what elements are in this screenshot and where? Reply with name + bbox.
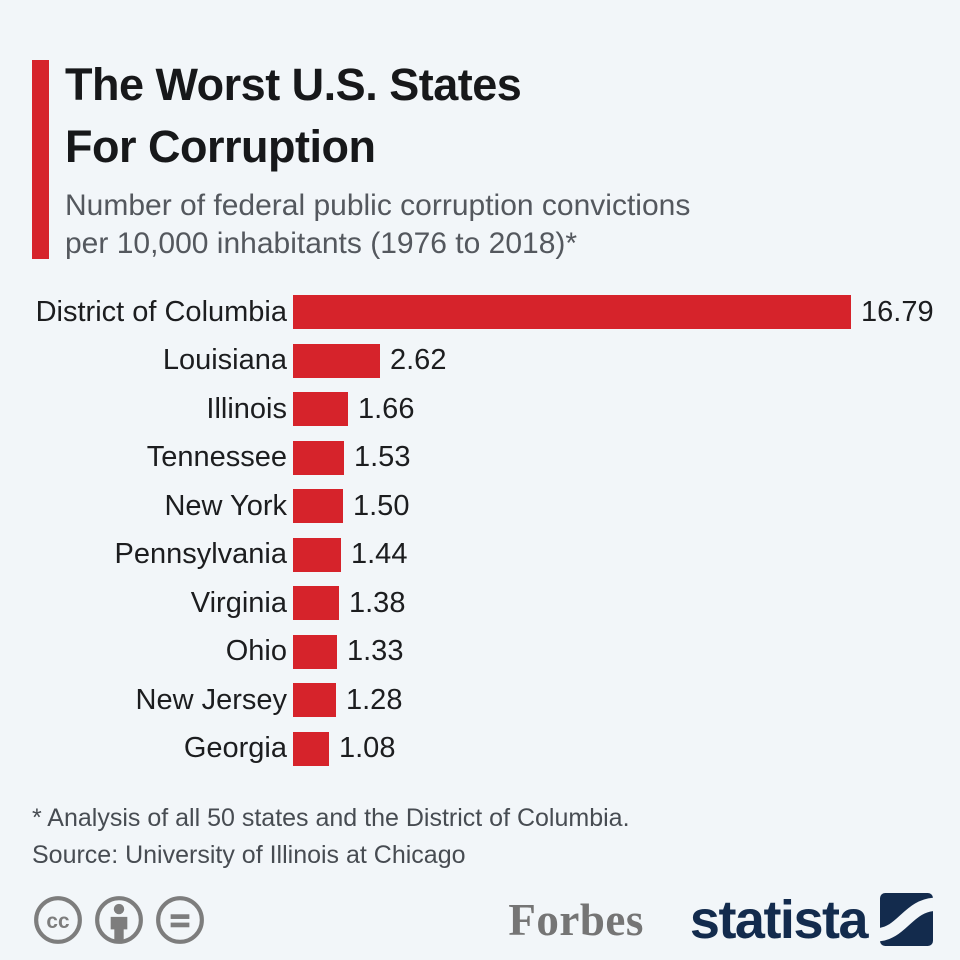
category-label: New York (164, 489, 287, 522)
value-label: 16.79 (861, 295, 934, 328)
bar (293, 537, 341, 572)
footnote: * Analysis of all 50 states and the Dist… (32, 803, 630, 832)
no-derivatives-icon (156, 895, 204, 944)
category-label: Illinois (206, 392, 287, 425)
value-label: 1.28 (346, 683, 403, 716)
statista-wordmark: statista (689, 889, 869, 950)
bar-row: Pennsylvania 1.44 (32, 537, 935, 572)
category-label: Ohio (225, 635, 287, 667)
bar-row: District of Columbia 16.79 (32, 295, 935, 329)
chart-subtitle-line1: Number of federal public corruption conv… (65, 189, 691, 222)
source-line: Source: University of Illinois at Chicag… (32, 840, 466, 869)
value-label: 1.38 (349, 586, 406, 619)
chart-subtitle: Number of federal public corruption conv… (65, 187, 690, 263)
bar (293, 440, 344, 475)
header-text: The Worst U.S. States For Corruption Num… (65, 54, 690, 263)
bar-row: Tennessee 1.53 (32, 440, 935, 475)
svg-text:cc: cc (46, 909, 69, 932)
category-label: Tennessee (146, 441, 287, 473)
bar-row: Illinois 1.66 (32, 392, 935, 426)
cc-icon: cc (34, 895, 82, 944)
category-label: New Jersey (135, 683, 288, 716)
value-label: 1.08 (339, 732, 396, 764)
bar (293, 295, 851, 329)
bar-row: New Jersey 1.28 (32, 683, 935, 717)
forbes-logo: Forbes (508, 894, 644, 945)
chart-title: The Worst U.S. States For Corruption (65, 54, 690, 178)
category-label: Pennsylvania (114, 538, 288, 570)
title-accent-bar (32, 60, 49, 259)
value-label: 2.62 (390, 344, 447, 376)
statista-logo: statista (690, 889, 933, 951)
footer: cc Forbes statista (32, 889, 935, 951)
bar (293, 634, 337, 669)
bar-row: Georgia 1.08 (32, 731, 935, 766)
bar-row: Louisiana 2.62 (32, 343, 935, 378)
bar-row: Ohio 1.33 (32, 634, 935, 669)
category-label: Louisiana (162, 344, 287, 376)
chart-subtitle-line2: per 10,000 inhabitants (1976 to 2018)* (65, 227, 578, 260)
value-label: 1.44 (351, 538, 408, 570)
brand-logos: Forbes statista (508, 889, 935, 951)
bar (293, 392, 348, 426)
bar (293, 586, 339, 620)
header: The Worst U.S. States For Corruption Num… (32, 54, 935, 263)
attribution-icon (95, 895, 143, 944)
value-label: 1.66 (358, 392, 415, 425)
license-icons: cc (32, 894, 206, 946)
value-label: 1.50 (353, 489, 410, 522)
bar (293, 343, 380, 378)
bar-row: Virginia 1.38 (32, 586, 935, 620)
bar (293, 683, 336, 717)
category-label: Virginia (190, 586, 287, 619)
chart-title-line2: For Corruption (65, 121, 376, 172)
bar (293, 731, 329, 766)
statista-logo-icon (880, 893, 933, 946)
bar (293, 489, 343, 523)
value-label: 1.53 (354, 441, 411, 473)
category-label: District of Columbia (35, 295, 287, 328)
category-label: Georgia (183, 732, 287, 764)
chart-title-line1: The Worst U.S. States (65, 59, 522, 110)
bar-row: New York 1.50 (32, 489, 935, 523)
bar-chart: District of Columbia 16.79 Louisiana 2.62 Il… (32, 295, 935, 766)
value-label: 1.33 (347, 635, 404, 667)
